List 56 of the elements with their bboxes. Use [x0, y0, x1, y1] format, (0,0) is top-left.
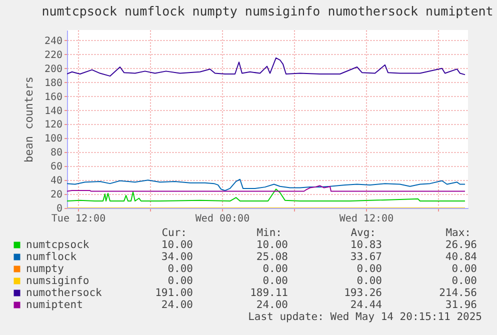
text: 0.00: [168, 275, 193, 287]
text: 214.56: [439, 287, 477, 299]
y-tick-label: 160: [44, 92, 62, 103]
y-tick-label: 220: [44, 50, 62, 61]
text: 40.84: [445, 251, 477, 263]
text: 25.08: [256, 251, 288, 263]
legend-label: numpty: [26, 263, 64, 275]
y-tick-label: 60: [50, 162, 62, 173]
text: Avg:: [350, 227, 376, 239]
text: 0.00: [452, 275, 477, 287]
y-tick-label: 140: [44, 106, 62, 117]
text: 0.00: [356, 275, 382, 287]
x-tick-label: Wed 12:00: [339, 214, 394, 224]
text: 0.00: [356, 263, 382, 275]
text: Max:: [446, 227, 471, 239]
text: 34.00: [161, 251, 193, 263]
line-series: [67, 188, 466, 202]
y-tick-label: 0: [56, 204, 62, 214]
text: 24.00: [161, 299, 193, 311]
text: 26.96: [445, 239, 477, 251]
text: 24.00: [256, 299, 288, 311]
text: 0.00: [262, 275, 288, 287]
text: 189.11: [250, 287, 288, 299]
y-tick-label: 80: [50, 148, 62, 159]
y-tick-label: 200: [44, 64, 62, 75]
legend-label: numothersock: [26, 287, 103, 299]
x-tick-label: Wed 00:00: [195, 214, 250, 224]
text: 10.83: [350, 239, 382, 251]
text: 0.00: [452, 263, 477, 275]
legend-label: numtcpsock: [26, 239, 90, 251]
text: 33.67: [350, 251, 382, 263]
y-tick-label: 20: [50, 190, 62, 201]
text: Cur:: [162, 227, 187, 239]
text: 10.00: [256, 239, 288, 251]
text: Min:: [256, 227, 282, 239]
legend-label: numiptent: [26, 299, 83, 311]
y-tick-label: 40: [50, 176, 62, 187]
line-series: [67, 57, 466, 77]
text: 24.44: [350, 299, 382, 311]
legend-label: numsiginfo: [26, 275, 90, 287]
text: 193.26: [344, 287, 382, 299]
y-tick-label: 100: [44, 134, 62, 145]
y-tick-label: 180: [44, 78, 62, 89]
text: 0.00: [262, 263, 288, 275]
legend-label: numflock: [26, 251, 78, 263]
chart-title: numtcpsock numflock numpty numsiginfo numothersock numiptent: [42, 4, 494, 18]
text: 191.00: [155, 287, 193, 299]
line-series: [67, 178, 466, 192]
y-tick-label: 240: [44, 36, 62, 47]
y-tick-label: 120: [44, 120, 62, 131]
text: 10.00: [161, 239, 193, 251]
y-axis-title: bean counters: [22, 76, 36, 163]
text: 31.96: [445, 299, 477, 311]
x-tick-label: Tue 12:00: [51, 214, 106, 224]
text: Last update: Wed May 14 20:15:11 2025: [248, 311, 482, 323]
text: 0.00: [168, 263, 193, 275]
